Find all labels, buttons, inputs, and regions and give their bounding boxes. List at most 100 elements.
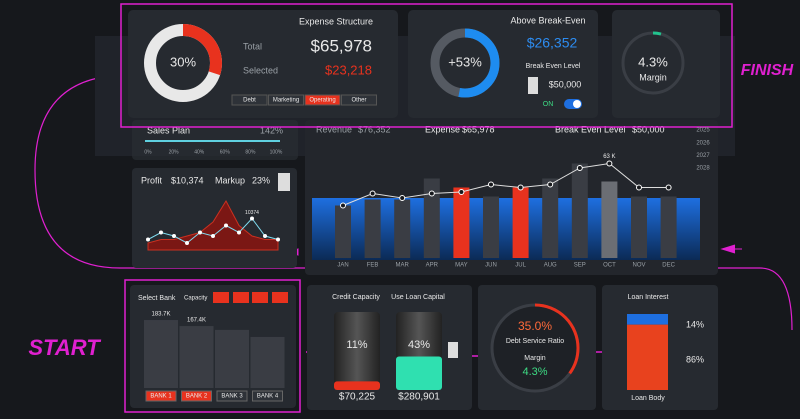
label: JUN <box>485 263 497 269</box>
flow-line <box>34 74 793 331</box>
label: Margin <box>524 355 546 362</box>
label: NOV <box>632 263 645 269</box>
value: $65,978 <box>311 36 372 55</box>
bank-icons[interactable] <box>213 292 288 303</box>
label: 2028 <box>696 166 710 172</box>
barrel-fill <box>396 356 442 390</box>
bar <box>423 178 440 258</box>
label: MAR <box>396 263 410 269</box>
point <box>159 230 163 235</box>
label: AUG <box>544 263 557 269</box>
bank-button[interactable] <box>145 390 177 402</box>
bar <box>364 199 381 258</box>
label: JAN <box>337 263 348 269</box>
label: Break Even Level <box>555 124 626 134</box>
tab[interactable] <box>304 94 341 106</box>
line <box>342 162 669 206</box>
bank-button[interactable] <box>216 390 248 402</box>
tab[interactable] <box>231 94 268 106</box>
spinner[interactable] <box>278 173 290 191</box>
point <box>211 234 215 238</box>
value: $50,000 <box>632 124 665 134</box>
bar <box>394 199 411 258</box>
label: 167.4K <box>187 318 206 324</box>
bar <box>512 187 529 258</box>
gauge-bg <box>492 305 578 391</box>
bar <box>215 329 249 388</box>
highlight <box>124 279 301 413</box>
label: 2025 <box>696 128 710 134</box>
point <box>198 230 202 235</box>
value: $23,218 <box>325 62 372 77</box>
barrel-fill <box>627 314 668 325</box>
gauge-label: 30% <box>170 54 196 69</box>
title: Sales Plan <box>147 125 190 135</box>
label: Marketing <box>273 98 299 104</box>
label: BANK 2 <box>186 394 208 400</box>
point <box>606 160 613 167</box>
point <box>185 241 189 245</box>
bar <box>453 187 470 258</box>
barrel-fill <box>334 381 380 390</box>
bank-button[interactable] <box>252 390 283 402</box>
title: Above Break-Even <box>510 15 585 25</box>
tab[interactable] <box>268 94 304 106</box>
spinner[interactable] <box>448 342 458 358</box>
point <box>399 195 406 201</box>
label: Operating <box>309 98 335 104</box>
bar <box>483 196 499 258</box>
gauge-arc <box>621 31 685 95</box>
label: $70,225 <box>339 392 376 403</box>
point <box>458 189 465 195</box>
label: BANK 3 <box>221 394 243 400</box>
area <box>147 199 279 251</box>
value: $26,352 <box>527 35 578 51</box>
point <box>576 165 583 171</box>
label: $280,901 <box>398 392 440 403</box>
label: 2026 <box>696 140 710 146</box>
label: 40% <box>194 149 205 155</box>
label: 14% <box>686 319 704 329</box>
bank-button[interactable] <box>181 390 212 402</box>
label: BANK 4 <box>257 394 279 400</box>
gauge-arc <box>144 24 222 102</box>
tab[interactable] <box>341 94 377 106</box>
toggle-knob <box>573 100 581 108</box>
point <box>263 234 267 238</box>
point <box>224 223 228 228</box>
label: 10374 <box>245 210 259 216</box>
label: Debt <box>243 98 256 104</box>
title: Expense Structure <box>299 16 373 26</box>
bar <box>144 320 178 388</box>
finish-label: FINISH <box>741 62 794 79</box>
bar <box>542 178 559 258</box>
label: 0% <box>144 149 152 155</box>
point <box>428 190 435 197</box>
label: DEC <box>662 263 675 269</box>
highlight <box>120 3 733 128</box>
title: Loan Interest <box>628 294 669 301</box>
label: SEP <box>574 263 586 269</box>
label: Margin <box>639 72 667 82</box>
bar <box>335 205 351 258</box>
bar <box>179 326 214 388</box>
spinner[interactable] <box>528 77 538 94</box>
start-label: START <box>28 335 101 360</box>
label: Revenue <box>316 124 352 134</box>
point <box>665 184 672 191</box>
label: 183.7K <box>151 312 170 318</box>
value: $65,978 <box>462 124 495 134</box>
point <box>636 184 642 191</box>
label: BANK 1 <box>150 394 172 400</box>
value: 142% <box>260 125 283 135</box>
label: Expense <box>425 124 460 134</box>
bar <box>660 196 677 258</box>
title: Credit Capacity <box>332 294 380 301</box>
label: 11% <box>346 339 367 351</box>
label: MAY <box>455 263 468 269</box>
label: APR <box>426 263 439 269</box>
label: Other <box>351 98 366 104</box>
label: 43% <box>408 339 430 351</box>
label: Capacity <box>184 296 207 302</box>
